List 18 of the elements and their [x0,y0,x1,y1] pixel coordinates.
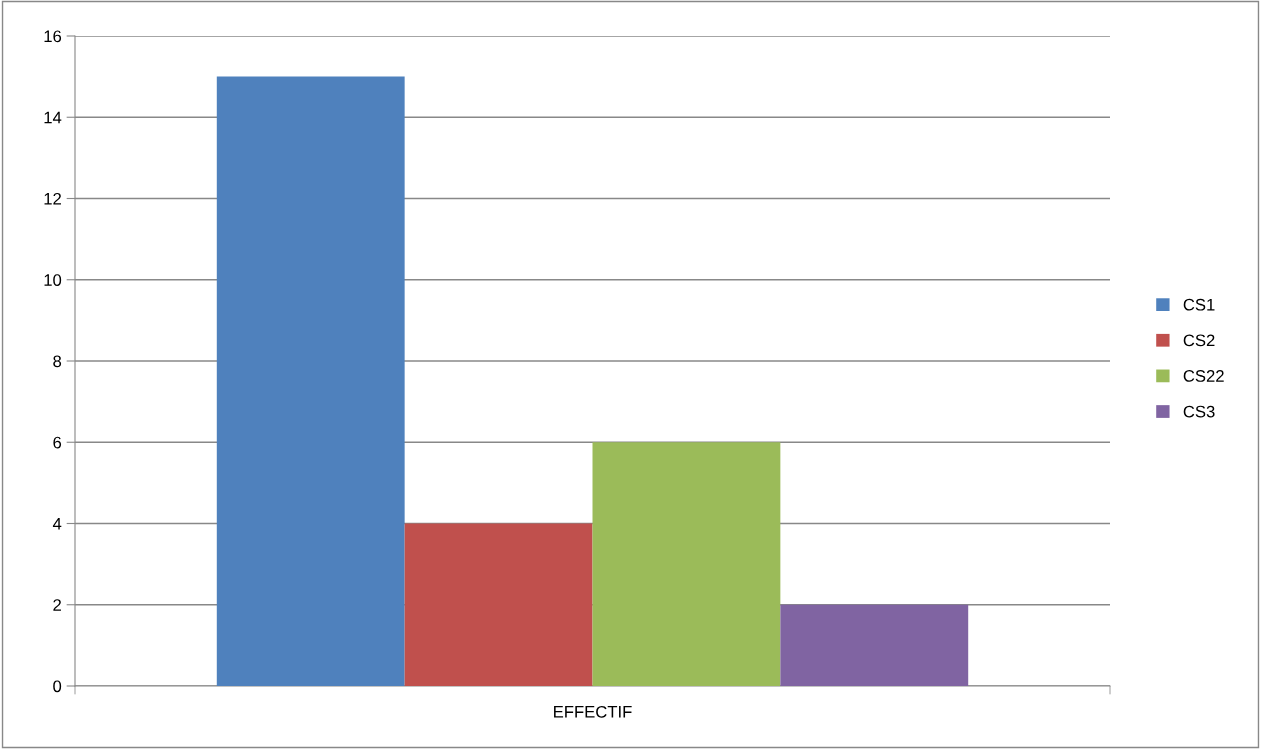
y-tick-label: 2 [53,599,61,611]
bar [780,604,969,686]
legend-label: CS22 [1183,370,1224,382]
y-tick-label: 12 [44,192,61,205]
legend-label: CS3 [1183,405,1215,418]
y-tick-label: 16 [44,30,62,43]
y-tick-label: 14 [44,111,62,124]
bar [404,523,593,686]
y-tick-label: 0 [53,680,62,693]
legend-label: CS2 [1183,334,1215,347]
y-tick-label: 6 [53,436,62,449]
bar [216,76,405,686]
y-tick-label: 8 [53,355,62,368]
bar [592,442,781,686]
y-tick-label: 10 [44,274,62,286]
y-tick-label: 4 [52,518,62,530]
x-tick-label: EFFECTIF [554,705,632,718]
legend-label: CS1 [1183,298,1215,311]
